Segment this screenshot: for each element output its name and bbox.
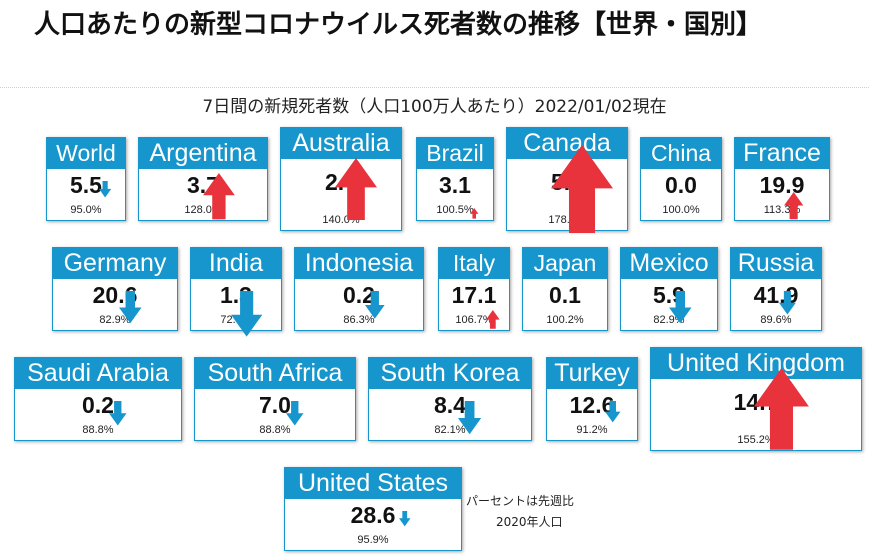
country-name: South Korea bbox=[369, 358, 531, 389]
deaths-per-million-value: 17.1 bbox=[451, 282, 497, 308]
deaths-per-million-value: 7.0 bbox=[259, 392, 291, 418]
country-card-mexico: Mexico 5.9 82.9% bbox=[620, 247, 718, 331]
country-name: Saudi Arabia bbox=[15, 358, 181, 389]
country-card-south-korea: South Korea 8.4 82.1% bbox=[368, 357, 532, 441]
week-over-week-percent: 88.8% bbox=[82, 424, 114, 436]
trend-up-arrow-icon bbox=[753, 368, 809, 450]
country-name: World bbox=[47, 138, 125, 169]
country-name: France bbox=[735, 138, 829, 169]
deaths-per-million-value: 0.2 bbox=[343, 282, 375, 308]
country-card-south-africa: South Africa 7.0 88.8% bbox=[194, 357, 356, 441]
trend-down-arrow-icon bbox=[398, 511, 411, 527]
week-over-week-percent: 82.9% bbox=[99, 314, 131, 326]
note-population-basis: 2020年人口 bbox=[496, 515, 563, 529]
week-over-week-percent: 91.2% bbox=[576, 424, 608, 436]
country-card-turkey: Turkey 12.6 91.2% bbox=[546, 357, 638, 441]
deaths-per-million-value: 3.1 bbox=[439, 172, 471, 198]
trend-down-arrow-icon bbox=[99, 181, 112, 198]
trend-down-arrow-icon bbox=[109, 401, 127, 426]
divider bbox=[0, 87, 869, 88]
trend-down-arrow-icon bbox=[669, 291, 693, 324]
country-name: Argentina bbox=[139, 138, 267, 169]
trend-down-arrow-icon bbox=[231, 291, 263, 337]
week-over-week-percent: 100.5% bbox=[436, 204, 474, 216]
country-card-indonesia: Indonesia 0.2 86.3% bbox=[294, 247, 424, 331]
country-name: Germany bbox=[53, 248, 177, 279]
deaths-per-million-value: 8.4 bbox=[434, 392, 466, 418]
week-over-week-percent: 95.9% bbox=[357, 534, 389, 546]
country-card-united-kingdom: United Kingdom 14.7 155.2% bbox=[650, 347, 862, 451]
trend-up-arrow-icon bbox=[550, 145, 613, 233]
country-name: Japan bbox=[523, 248, 607, 279]
country-name: Russia bbox=[731, 248, 821, 279]
country-name: India bbox=[191, 248, 281, 279]
page-title: 人口あたりの新型コロナウイルス死者数の推移【世界・国別】 bbox=[34, 10, 763, 40]
country-card-argentina: Argentina 3.7 128.0% bbox=[138, 137, 268, 221]
week-over-week-percent: 88.8% bbox=[259, 424, 291, 436]
country-name: United States bbox=[285, 468, 461, 499]
country-name: Canada bbox=[507, 128, 627, 159]
trend-up-arrow-icon bbox=[783, 191, 804, 219]
country-name: South Africa bbox=[195, 358, 355, 389]
week-over-week-percent: 106.7% bbox=[455, 314, 493, 326]
country-card-japan: Japan 0.1 100.2% bbox=[522, 247, 608, 331]
country-card-italy: Italy 17.1 106.7% bbox=[438, 247, 510, 331]
chart-subtitle: 7日間の新規死者数（人口100万人あたり）2022/01/02現在 bbox=[202, 97, 667, 117]
country-card-canada: Canada5.2178.9% bbox=[506, 127, 628, 231]
deaths-per-million-value: 0.1 bbox=[549, 282, 581, 308]
country-card-world: World 5.5 95.0% bbox=[46, 137, 126, 221]
week-over-week-percent: 100.0% bbox=[662, 204, 700, 216]
trend-up-arrow-icon bbox=[202, 172, 235, 219]
country-card-saudi-arabia: Saudi Arabia 0.2 88.8% bbox=[14, 357, 182, 441]
country-name: China bbox=[641, 138, 721, 169]
country-name: Brazil bbox=[417, 138, 493, 169]
country-card-france: France 19.9 113.3% bbox=[734, 137, 830, 221]
deaths-per-million-value: 19.9 bbox=[759, 172, 805, 198]
country-name: Indonesia bbox=[295, 248, 423, 279]
country-name: Australia bbox=[281, 128, 401, 159]
trend-up-arrow-icon bbox=[334, 158, 377, 220]
week-over-week-percent: 100.2% bbox=[546, 314, 584, 326]
deaths-per-million-value: 0.0 bbox=[665, 172, 697, 198]
country-card-china: China 0.0 100.0% bbox=[640, 137, 722, 221]
week-over-week-percent: 113.3% bbox=[763, 204, 801, 216]
trend-down-arrow-icon bbox=[458, 401, 482, 435]
trend-down-arrow-icon bbox=[778, 291, 796, 315]
country-card-russia: Russia 41.9 89.6% bbox=[730, 247, 822, 331]
deaths-per-million-value: 5.5 bbox=[70, 172, 102, 198]
week-over-week-percent: 82.1% bbox=[434, 424, 466, 436]
trend-down-arrow-icon bbox=[605, 401, 621, 423]
country-card-united-states: United States 28.6 95.9% bbox=[284, 467, 462, 551]
week-over-week-percent: 155.2% bbox=[737, 434, 775, 446]
country-name: Turkey bbox=[547, 358, 637, 389]
country-name: Mexico bbox=[621, 248, 717, 279]
note-percent-basis: パーセントは先週比 bbox=[466, 494, 575, 508]
trend-up-arrow-icon bbox=[470, 208, 479, 219]
country-name: United Kingdom bbox=[651, 348, 861, 379]
country-card-germany: Germany 20.6 82.9% bbox=[52, 247, 178, 331]
week-over-week-percent: 86.3% bbox=[343, 314, 375, 326]
trend-down-arrow-icon bbox=[118, 291, 142, 324]
deaths-per-million-value: 28.6 bbox=[350, 502, 396, 528]
trend-down-arrow-icon bbox=[364, 291, 385, 319]
deaths-per-million-value: 0.2 bbox=[82, 392, 114, 418]
country-name: Italy bbox=[439, 248, 509, 279]
country-card-australia: Australia2.7140.0% bbox=[280, 127, 402, 231]
week-over-week-percent: 95.0% bbox=[70, 204, 102, 216]
trend-down-arrow-icon bbox=[285, 401, 304, 426]
week-over-week-percent: 89.6% bbox=[760, 314, 792, 326]
trend-up-arrow-icon bbox=[485, 310, 500, 329]
country-card-brazil: Brazil 3.1 100.5% bbox=[416, 137, 494, 221]
